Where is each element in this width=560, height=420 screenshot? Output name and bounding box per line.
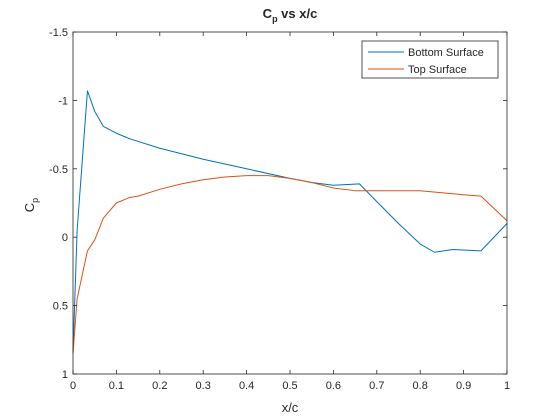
x-tick-label: 0.9	[456, 380, 471, 392]
x-tick-label: 0.5	[282, 380, 297, 392]
y-tick-label: 0	[62, 232, 68, 244]
x-axis-label: x/c	[282, 400, 299, 415]
y-tick-label: -0.5	[49, 164, 68, 176]
y-tick-label: -1.5	[49, 27, 68, 39]
legend-label-bottom-surface: Bottom Surface	[408, 47, 484, 59]
series-layer	[72, 90, 508, 354]
x-tick-label: 0.3	[196, 380, 211, 392]
plot-area-background	[73, 32, 507, 374]
x-tick-label: 1	[504, 380, 510, 392]
x-tick-label: 0.6	[326, 380, 341, 392]
x-tick-label: 0	[70, 380, 76, 392]
legend-box	[361, 40, 499, 79]
series-line-top-surface	[72, 175, 508, 354]
ticks-layer: 0 0.1 0.2 0.3 0.4 0.5 0.6 0.7 0.8 0.9 1 -1.5 -1 -0.5 0…	[49, 27, 510, 392]
chart-title: Cp vs x/c	[263, 6, 318, 24]
y-axis-label: Cp	[22, 198, 40, 212]
x-tick-label: 0.7	[369, 380, 384, 392]
x-tick-label: 0.1	[109, 380, 124, 392]
x-tick-label: 0.8	[413, 380, 428, 392]
y-tick-label: 1	[62, 369, 68, 381]
y-tick-label: -1	[58, 95, 68, 107]
legend: Bottom Surface Top Surface	[361, 40, 499, 79]
x-tick-label: 0.4	[239, 380, 254, 392]
y-tick-label: 0.5	[53, 301, 68, 313]
x-tick-label: 0.2	[152, 380, 167, 392]
legend-label-top-surface: Top Surface	[408, 64, 467, 76]
